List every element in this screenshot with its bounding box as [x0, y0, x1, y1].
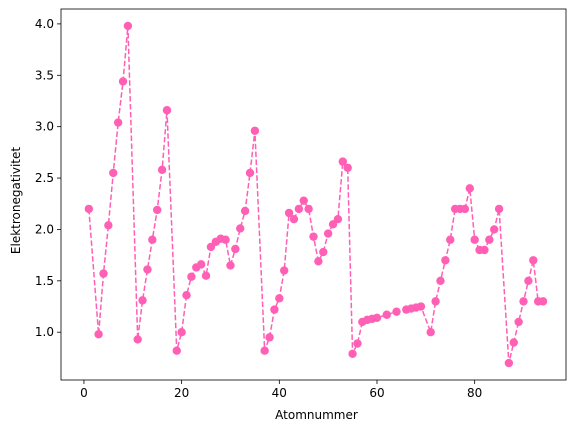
y-tick-label: 2.0 — [35, 222, 54, 236]
y-axis-label: Elektronegativitet — [9, 147, 23, 254]
data-point — [182, 291, 191, 300]
data-point — [177, 328, 186, 337]
data-point — [133, 335, 142, 344]
data-point — [201, 271, 211, 280]
data-point — [372, 313, 382, 323]
data-point — [275, 294, 284, 303]
data-point — [118, 77, 128, 86]
x-tick-label: 20 — [174, 386, 189, 400]
data-point — [490, 225, 499, 234]
data-point — [343, 163, 352, 172]
x-tick-label: 40 — [272, 386, 287, 400]
data-point — [538, 297, 548, 306]
y-tick-label: 2.5 — [35, 171, 54, 185]
axes-frame — [60, 8, 567, 381]
data-point — [382, 310, 391, 319]
data-point — [84, 204, 94, 214]
data-point — [348, 349, 357, 358]
data-point — [470, 235, 479, 244]
data-point — [94, 330, 103, 339]
data-point — [353, 339, 362, 348]
data-point — [162, 106, 172, 115]
data-point — [157, 165, 167, 175]
x-axis-label: Atomnummer — [275, 408, 358, 422]
data-point — [221, 235, 230, 244]
data-point — [392, 307, 401, 316]
data-point — [304, 204, 313, 214]
data-point — [333, 214, 343, 224]
data-point — [138, 296, 147, 305]
data-point — [99, 269, 108, 278]
data-point — [514, 317, 523, 327]
data-point — [299, 196, 308, 205]
data-point — [289, 214, 299, 224]
x-axis-ticks: 0 20 40 60 80 — [80, 380, 482, 400]
y-axis-ticks: 1.0 1.5 2.0 2.5 3.0 3.5 4.0 — [35, 17, 61, 339]
x-tick-label: 0 — [80, 386, 88, 400]
y-tick-label: 1.0 — [35, 325, 54, 339]
data-point — [231, 244, 240, 254]
data-point — [460, 204, 470, 214]
data-point — [465, 184, 474, 193]
data-point — [494, 204, 504, 214]
data-point — [172, 346, 181, 355]
data-point — [284, 208, 294, 218]
data-point — [270, 305, 279, 314]
y-tick-label: 3.5 — [35, 68, 54, 82]
data-point — [436, 276, 445, 286]
data-point — [280, 266, 289, 275]
data-point — [123, 21, 133, 31]
data-point — [187, 272, 196, 281]
data-point — [524, 276, 533, 286]
y-tick-label: 4.0 — [35, 17, 54, 31]
data-point — [309, 232, 318, 241]
data-point — [236, 224, 245, 233]
data-point — [250, 126, 260, 135]
data-point — [323, 229, 333, 238]
data-point — [260, 346, 269, 355]
data-point — [529, 256, 538, 265]
data-point — [426, 328, 435, 337]
data-point — [319, 247, 328, 257]
data-point — [314, 257, 323, 266]
data-point — [143, 265, 152, 274]
data-point — [338, 157, 347, 166]
data-point — [109, 168, 118, 178]
data-point — [485, 235, 494, 244]
data-point — [240, 206, 250, 216]
data-point — [446, 235, 455, 244]
data-point — [504, 358, 514, 368]
y-tick-label: 1.5 — [35, 274, 54, 288]
x-tick-label: 60 — [369, 386, 384, 400]
x-tick-label: 80 — [467, 386, 482, 400]
data-point — [196, 260, 206, 269]
data-point — [416, 302, 426, 311]
data-point — [226, 261, 235, 270]
data-point — [265, 333, 274, 342]
data-point — [294, 204, 304, 214]
y-tick-label: 3.0 — [35, 120, 54, 134]
data-point — [480, 245, 489, 255]
data-point — [441, 256, 450, 265]
series-layer — [84, 21, 548, 368]
data-point — [153, 205, 162, 215]
data-point — [431, 297, 440, 306]
data-point — [519, 297, 528, 306]
plot-area — [60, 8, 567, 381]
data-point — [104, 221, 113, 230]
data-point — [509, 338, 518, 347]
data-point — [148, 235, 157, 244]
data-point — [245, 168, 255, 178]
data-point — [113, 118, 123, 127]
